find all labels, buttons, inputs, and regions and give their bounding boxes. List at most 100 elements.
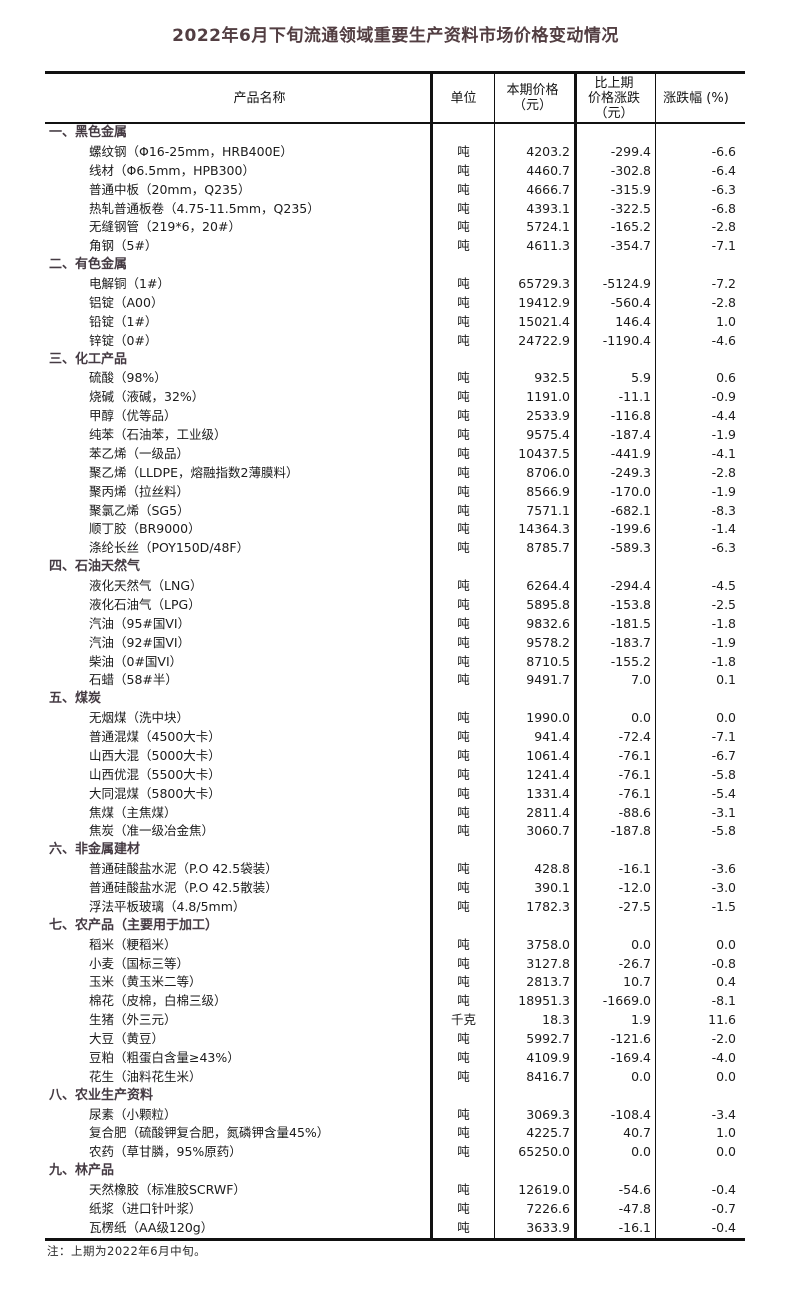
table-row: 大豆（黄豆）吨 5992.7 -121.6 -2.0: [45, 1030, 745, 1049]
change-percent-cell: -3.1: [711, 804, 736, 820]
product-name-cell: 焦煤（主焦煤）: [45, 803, 433, 823]
change-percent-cell: -4.1: [711, 445, 736, 461]
table-row: 玉米（黄玉米二等）吨 2813.7 10.7 0.4: [45, 973, 745, 993]
current-price-cell: [495, 1162, 577, 1181]
unit-cell: 吨: [433, 407, 495, 426]
unit-cell: 吨: [433, 973, 495, 993]
unit-cell: 吨: [433, 1199, 495, 1219]
product-name-cell: 大同混煤（5800大卡）: [45, 784, 433, 804]
product-name-cell: 热轧普通板卷（4.75-11.5mm，Q235）: [45, 199, 433, 219]
price-change-cell: -187.8: [577, 822, 656, 842]
product-name-cell: 瓦楞纸（AA级120g）: [45, 1218, 433, 1238]
section-row: 三、化工产品: [45, 350, 745, 370]
current-price-cell: 10437.5: [495, 444, 577, 464]
current-price-cell: 4109.9: [495, 1048, 577, 1068]
unit-cell: 吨: [433, 1124, 495, 1144]
price-change-cell: -108.4: [577, 1105, 656, 1125]
product-name-cell: 山西优混（5500大卡）: [45, 765, 433, 785]
product-name-cell: 大豆（黄豆）: [45, 1030, 433, 1049]
unit-cell: 吨: [433, 992, 495, 1012]
current-price-cell: 9575.4: [495, 426, 577, 445]
unit-cell: 吨: [433, 728, 495, 747]
unit-cell: 吨: [433, 614, 495, 634]
price-change-cell: 7.0: [577, 671, 656, 691]
current-price-cell: 14364.3: [495, 520, 577, 540]
price-change-cell: -315.9: [577, 180, 656, 200]
product-name-cell: 普通中板（20mm，Q235）: [45, 180, 433, 200]
current-price-cell: 4611.3: [495, 237, 577, 257]
price-change-cell: -16.1: [577, 860, 656, 879]
table-row: 铅锭（1#）吨 15021.4 146.4 1.0: [45, 312, 745, 332]
change-percent-cell: [656, 256, 745, 275]
current-price-cell: 5724.1: [495, 218, 577, 238]
current-price-cell: 6264.4: [495, 577, 577, 596]
current-price-cell: 9578.2: [495, 633, 577, 653]
price-change-cell: -322.5: [577, 199, 656, 219]
table-row: 山西优混（5500大卡）吨 1241.4 -76.1 -5.8: [45, 765, 745, 785]
unit-cell: 吨: [433, 388, 495, 408]
price-change-cell: [577, 124, 656, 143]
price-change-cell: -1190.4: [577, 331, 656, 351]
product-name-cell: 电解铜（1#）: [45, 275, 433, 294]
unit-cell: 吨: [433, 577, 495, 596]
change-percent-cell: 0.0: [716, 1144, 736, 1160]
table-row: 大同混煤（5800大卡）吨 1331.4 -76.1 -5.4: [45, 784, 745, 804]
change-percent-cell: 0.0: [716, 710, 736, 726]
unit-cell: 吨: [433, 671, 495, 691]
price-change-cell: [577, 558, 656, 577]
price-change-cell: 146.4: [577, 312, 656, 332]
product-name-cell: 一、黑色金属: [45, 124, 433, 143]
change-percent-cell: -6.3: [711, 181, 736, 197]
table-row: 烧碱（液碱，32%）吨 1191.0 -11.1 -0.9: [45, 388, 745, 408]
current-price-cell: 65250.0: [495, 1143, 577, 1163]
product-name-cell: 五、煤炭: [45, 690, 433, 710]
product-name-cell: 棉花（皮棉，白棉三级）: [45, 992, 433, 1012]
table-row: 浮法平板玻璃（4.8/5mm）吨 1782.3 -27.5 -1.5: [45, 897, 745, 917]
table-row: 液化天然气（LNG）吨 6264.4 -294.4 -4.5: [45, 577, 745, 596]
header-current-price-line1: 本期价格: [506, 83, 559, 98]
price-change-cell: 0.0: [577, 935, 656, 955]
table-row: 涤纶长丝（POY150D/48F）吨 8785.7 -589.3 -6.3: [45, 539, 745, 559]
table-row: 小麦（国标三等）吨 3127.8 -26.7 -0.8: [45, 954, 745, 974]
current-price-cell: 8416.7: [495, 1067, 577, 1087]
table-row: 锌锭（0#）吨 24722.9 -1190.4 -4.6: [45, 331, 745, 351]
current-price-cell: 932.5: [495, 369, 577, 389]
table-row: 普通混煤（4500大卡）吨 941.4 -72.4 -7.1: [45, 728, 745, 747]
table-header-row: 产品名称 单位 本期价格 （元） 比上期 价格涨跌 （元） 涨跌幅 (%): [45, 74, 745, 124]
unit-cell: 吨: [433, 444, 495, 464]
product-name-cell: 液化石油气（LPG）: [45, 595, 433, 615]
product-name-cell: 普通混煤（4500大卡）: [45, 728, 433, 747]
header-unit-label: 单位: [450, 90, 477, 106]
product-name-cell: 复合肥（硫酸钾复合肥，氮磷钾含量45%）: [45, 1124, 433, 1144]
product-name-cell: 稻米（粳稻米）: [45, 935, 433, 955]
change-percent-cell: 0.1: [716, 672, 736, 688]
current-price-cell: 4666.7: [495, 180, 577, 200]
price-change-cell: -54.6: [577, 1181, 656, 1200]
table-row: 热轧普通板卷（4.75-11.5mm，Q235）吨 4393.1 -322.5 -6.…: [45, 199, 745, 219]
change-percent-cell: -6.8: [711, 200, 736, 216]
change-percent-cell: 11.6: [708, 1012, 736, 1028]
current-price-cell: 8566.9: [495, 482, 577, 502]
current-price-cell: 5992.7: [495, 1030, 577, 1049]
current-price-cell: 941.4: [495, 728, 577, 747]
product-name-cell: 聚丙烯（拉丝料）: [45, 482, 433, 502]
current-price-cell: 8785.7: [495, 539, 577, 559]
change-percent-cell: -1.9: [711, 634, 736, 650]
current-price-cell: 18951.3: [495, 992, 577, 1012]
change-percent-cell: -7.1: [711, 729, 736, 744]
current-price-cell: 19412.9: [495, 293, 577, 313]
change-percent-cell: -5.4: [711, 785, 736, 801]
change-percent-cell: [656, 351, 745, 370]
section-row: 八、农业生产资料: [45, 1086, 745, 1106]
change-percent-cell: -1.5: [711, 898, 736, 914]
current-price-cell: 9491.7: [495, 671, 577, 691]
section-row: 二、有色金属: [45, 256, 745, 275]
table-row: 纯苯（石油苯，工业级）吨 9575.4 -187.4 -1.9: [45, 426, 745, 445]
table-row: 豆粕（粗蛋白含量≥43%）吨 4109.9 -169.4 -4.0: [45, 1048, 745, 1068]
change-percent-cell: -4.6: [711, 332, 736, 348]
unit-cell: [433, 558, 495, 577]
product-name-cell: 烧碱（液碱，32%）: [45, 388, 433, 408]
change-percent-cell: -6.3: [711, 540, 736, 556]
change-percent-cell: -0.8: [711, 955, 736, 971]
unit-cell: 吨: [433, 1143, 495, 1163]
